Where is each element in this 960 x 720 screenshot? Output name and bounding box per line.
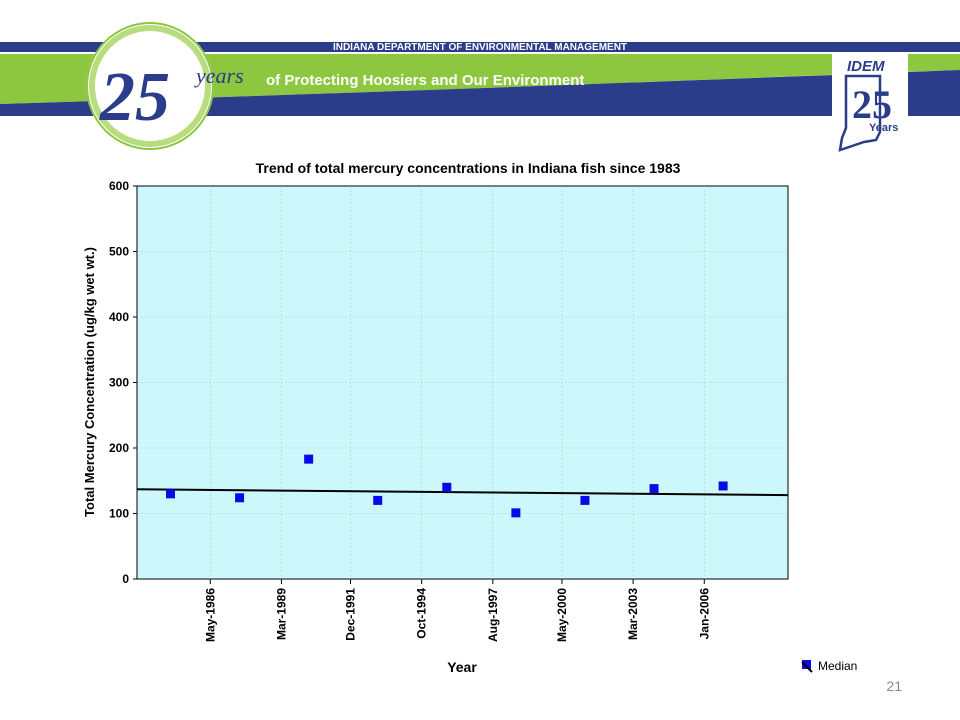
median-points [165, 454, 728, 518]
median-point [373, 495, 383, 505]
idem-acronym: IDEM [847, 58, 885, 75]
banner-navy-band [0, 70, 960, 116]
y-tick-label: 500 [109, 245, 129, 259]
legend-line [801, 661, 813, 673]
trend-line [136, 488, 789, 497]
idem-number: 25 [852, 82, 892, 127]
y-tick-label: 200 [109, 441, 129, 455]
header-banner: INDIANA DEPARTMENT OF ENVIRONMENTAL MANA… [0, 22, 960, 154]
median-point [235, 493, 245, 503]
emblem-ring [86, 22, 214, 150]
x-tick-label: Mar-2003 [626, 588, 640, 640]
x-tick-label: Mar-1989 [274, 588, 288, 640]
y-tick-label: 600 [109, 179, 129, 193]
gridlines [137, 186, 788, 579]
legend: Median [801, 659, 857, 673]
y-axis: 0 100 200 300 400 500 600 [109, 179, 137, 586]
median-point [442, 482, 452, 492]
emblem-word: years [194, 63, 244, 88]
emblem-ring-outer [86, 22, 214, 150]
y-axis-label: Total Mercury Concentration (ug/kg wet w… [82, 247, 97, 517]
x-tick-label: Dec-1991 [344, 588, 358, 641]
x-tick-label: May-1986 [203, 588, 217, 642]
y-tick-label: 400 [109, 310, 129, 324]
idem-logo-bg [832, 52, 908, 154]
median-point [165, 489, 175, 499]
x-axis: May-1986 Mar-1989 Dec-1991 Oct-1994 Aug-1997… [203, 579, 711, 642]
median-point [718, 481, 728, 491]
anniversary-logo: 25 years [86, 22, 244, 150]
x-tick-label: Oct-1994 [415, 588, 429, 639]
agency-name: INDIANA DEPARTMENT OF ENVIRONMENTAL MANA… [333, 42, 627, 53]
idem-years: Years [869, 122, 898, 134]
median-point [580, 495, 590, 505]
x-tick-label: Jan-2006 [697, 588, 711, 640]
legend-marker [802, 660, 811, 669]
idem-logo: IDEM 25 Years [832, 52, 908, 154]
emblem-ring-inner [89, 25, 211, 147]
slide-number: 21 [886, 678, 902, 694]
legend-label: Median [818, 659, 857, 673]
x-axis-label: Year [447, 659, 477, 675]
y-tick-label: 0 [122, 572, 129, 586]
chart-title: Trend of total mercury concentrations in… [256, 160, 681, 176]
y-tick-label: 100 [109, 507, 129, 521]
banner-green-band [0, 54, 960, 104]
y-tick-label: 300 [109, 376, 129, 390]
banner-top-stripe [0, 42, 960, 52]
x-tick-label: Aug-1997 [486, 588, 500, 642]
mercury-trend-chart: Trend of total mercury concentrations in… [82, 160, 857, 675]
median-point [649, 484, 659, 494]
x-tick-label: May-2000 [555, 588, 569, 642]
tagline: of Protecting Hoosiers and Our Environme… [266, 72, 584, 89]
median-point [511, 508, 521, 518]
indiana-outline-icon [838, 74, 882, 152]
median-point [304, 454, 314, 464]
emblem-number: 25 [99, 59, 170, 136]
